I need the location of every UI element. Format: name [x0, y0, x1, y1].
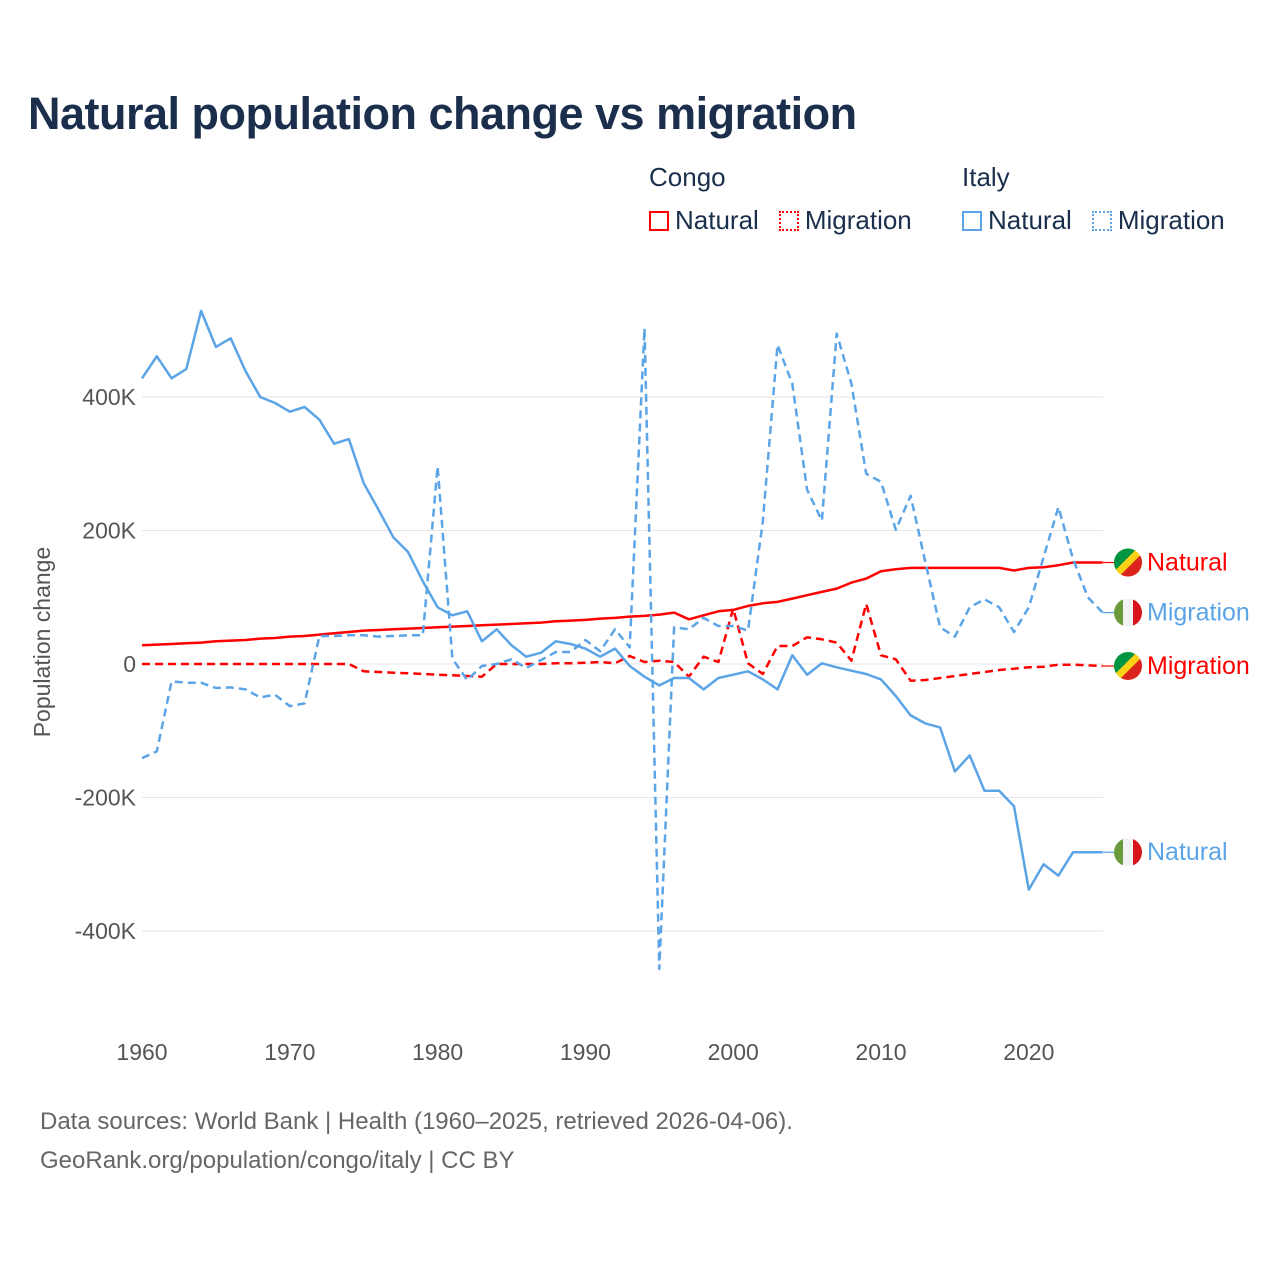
y-tick-label: 200K [82, 518, 136, 544]
x-tick-label: 2020 [1003, 1039, 1054, 1065]
series-line-italy-migration [141, 326, 1104, 971]
y-tick-label: -200K [75, 785, 137, 811]
flag-body [1114, 838, 1142, 867]
series-line-congo-migration [142, 602, 1103, 682]
y-tick-label: -400K [75, 918, 137, 944]
series-end-label: Natural [1147, 549, 1228, 577]
series-line-italy-natural [140, 309, 1103, 891]
series-end-label: Migration [1147, 599, 1250, 627]
series-end-label: Natural [1147, 838, 1228, 866]
legend-label: Migration [804, 205, 912, 235]
y-axis-label: Population change [29, 547, 55, 738]
flag-body [1114, 652, 1142, 681]
flag-red [1133, 598, 1142, 627]
series-line-congo-natural [141, 561, 1103, 647]
flag-body [1114, 548, 1142, 577]
flag-green [1114, 838, 1123, 867]
flag-red [1118, 656, 1142, 681]
flag-red [1133, 838, 1142, 867]
legend-swatch-dotted [1091, 210, 1112, 231]
chart-title: Natural population change vs migration [28, 88, 857, 139]
flag-green [1114, 652, 1138, 677]
congo-flag-icon [1114, 548, 1142, 577]
flag-green [1114, 548, 1138, 573]
legend-label: Natural [988, 205, 1072, 235]
flag-body [1114, 598, 1142, 627]
legend-group-italy: Italy Natural Migration [962, 162, 1225, 236]
legend-group-title: Italy [962, 162, 1010, 192]
flag-white [1123, 598, 1133, 627]
legend-group-title: Congo [649, 162, 726, 192]
legend-swatch-dotted [778, 210, 799, 231]
legend-item-italy-migration[interactable]: Migration [1091, 205, 1225, 236]
legend-item-congo-migration[interactable]: Migration [778, 205, 912, 236]
legend-item-italy-natural[interactable]: Natural [962, 205, 1072, 236]
series-end-label: Migration [1147, 652, 1250, 680]
flag-white [1123, 838, 1133, 867]
legend-group-congo: Congo Natural Migration [649, 162, 912, 236]
y-tick-label: 400K [82, 384, 136, 410]
congo-flag-icon [1114, 652, 1142, 681]
legend-swatch-solid [649, 210, 669, 231]
italy-flag-icon [1114, 598, 1142, 627]
x-tick-label: 1990 [560, 1039, 611, 1065]
italy-flag-icon [1114, 838, 1142, 867]
legend-swatch-solid [962, 210, 982, 231]
footer-sources: Data sources: World Bank | Health (1960–… [40, 1108, 793, 1135]
flag-red [1118, 552, 1142, 577]
flag-green [1114, 598, 1123, 627]
x-tick-label: 2010 [855, 1039, 906, 1065]
x-tick-label: 1970 [264, 1039, 315, 1065]
legend-label: Natural [675, 205, 759, 235]
legend-item-congo-natural[interactable]: Natural [649, 205, 759, 236]
x-tick-label: 1960 [116, 1039, 167, 1065]
x-tick-label: 1980 [412, 1039, 463, 1065]
legend-label: Migration [1117, 205, 1225, 235]
footer-credit: GeoRank.org/population/congo/italy | CC … [40, 1147, 515, 1174]
y-tick-label: 0 [123, 651, 136, 677]
x-tick-label: 2000 [708, 1039, 759, 1065]
